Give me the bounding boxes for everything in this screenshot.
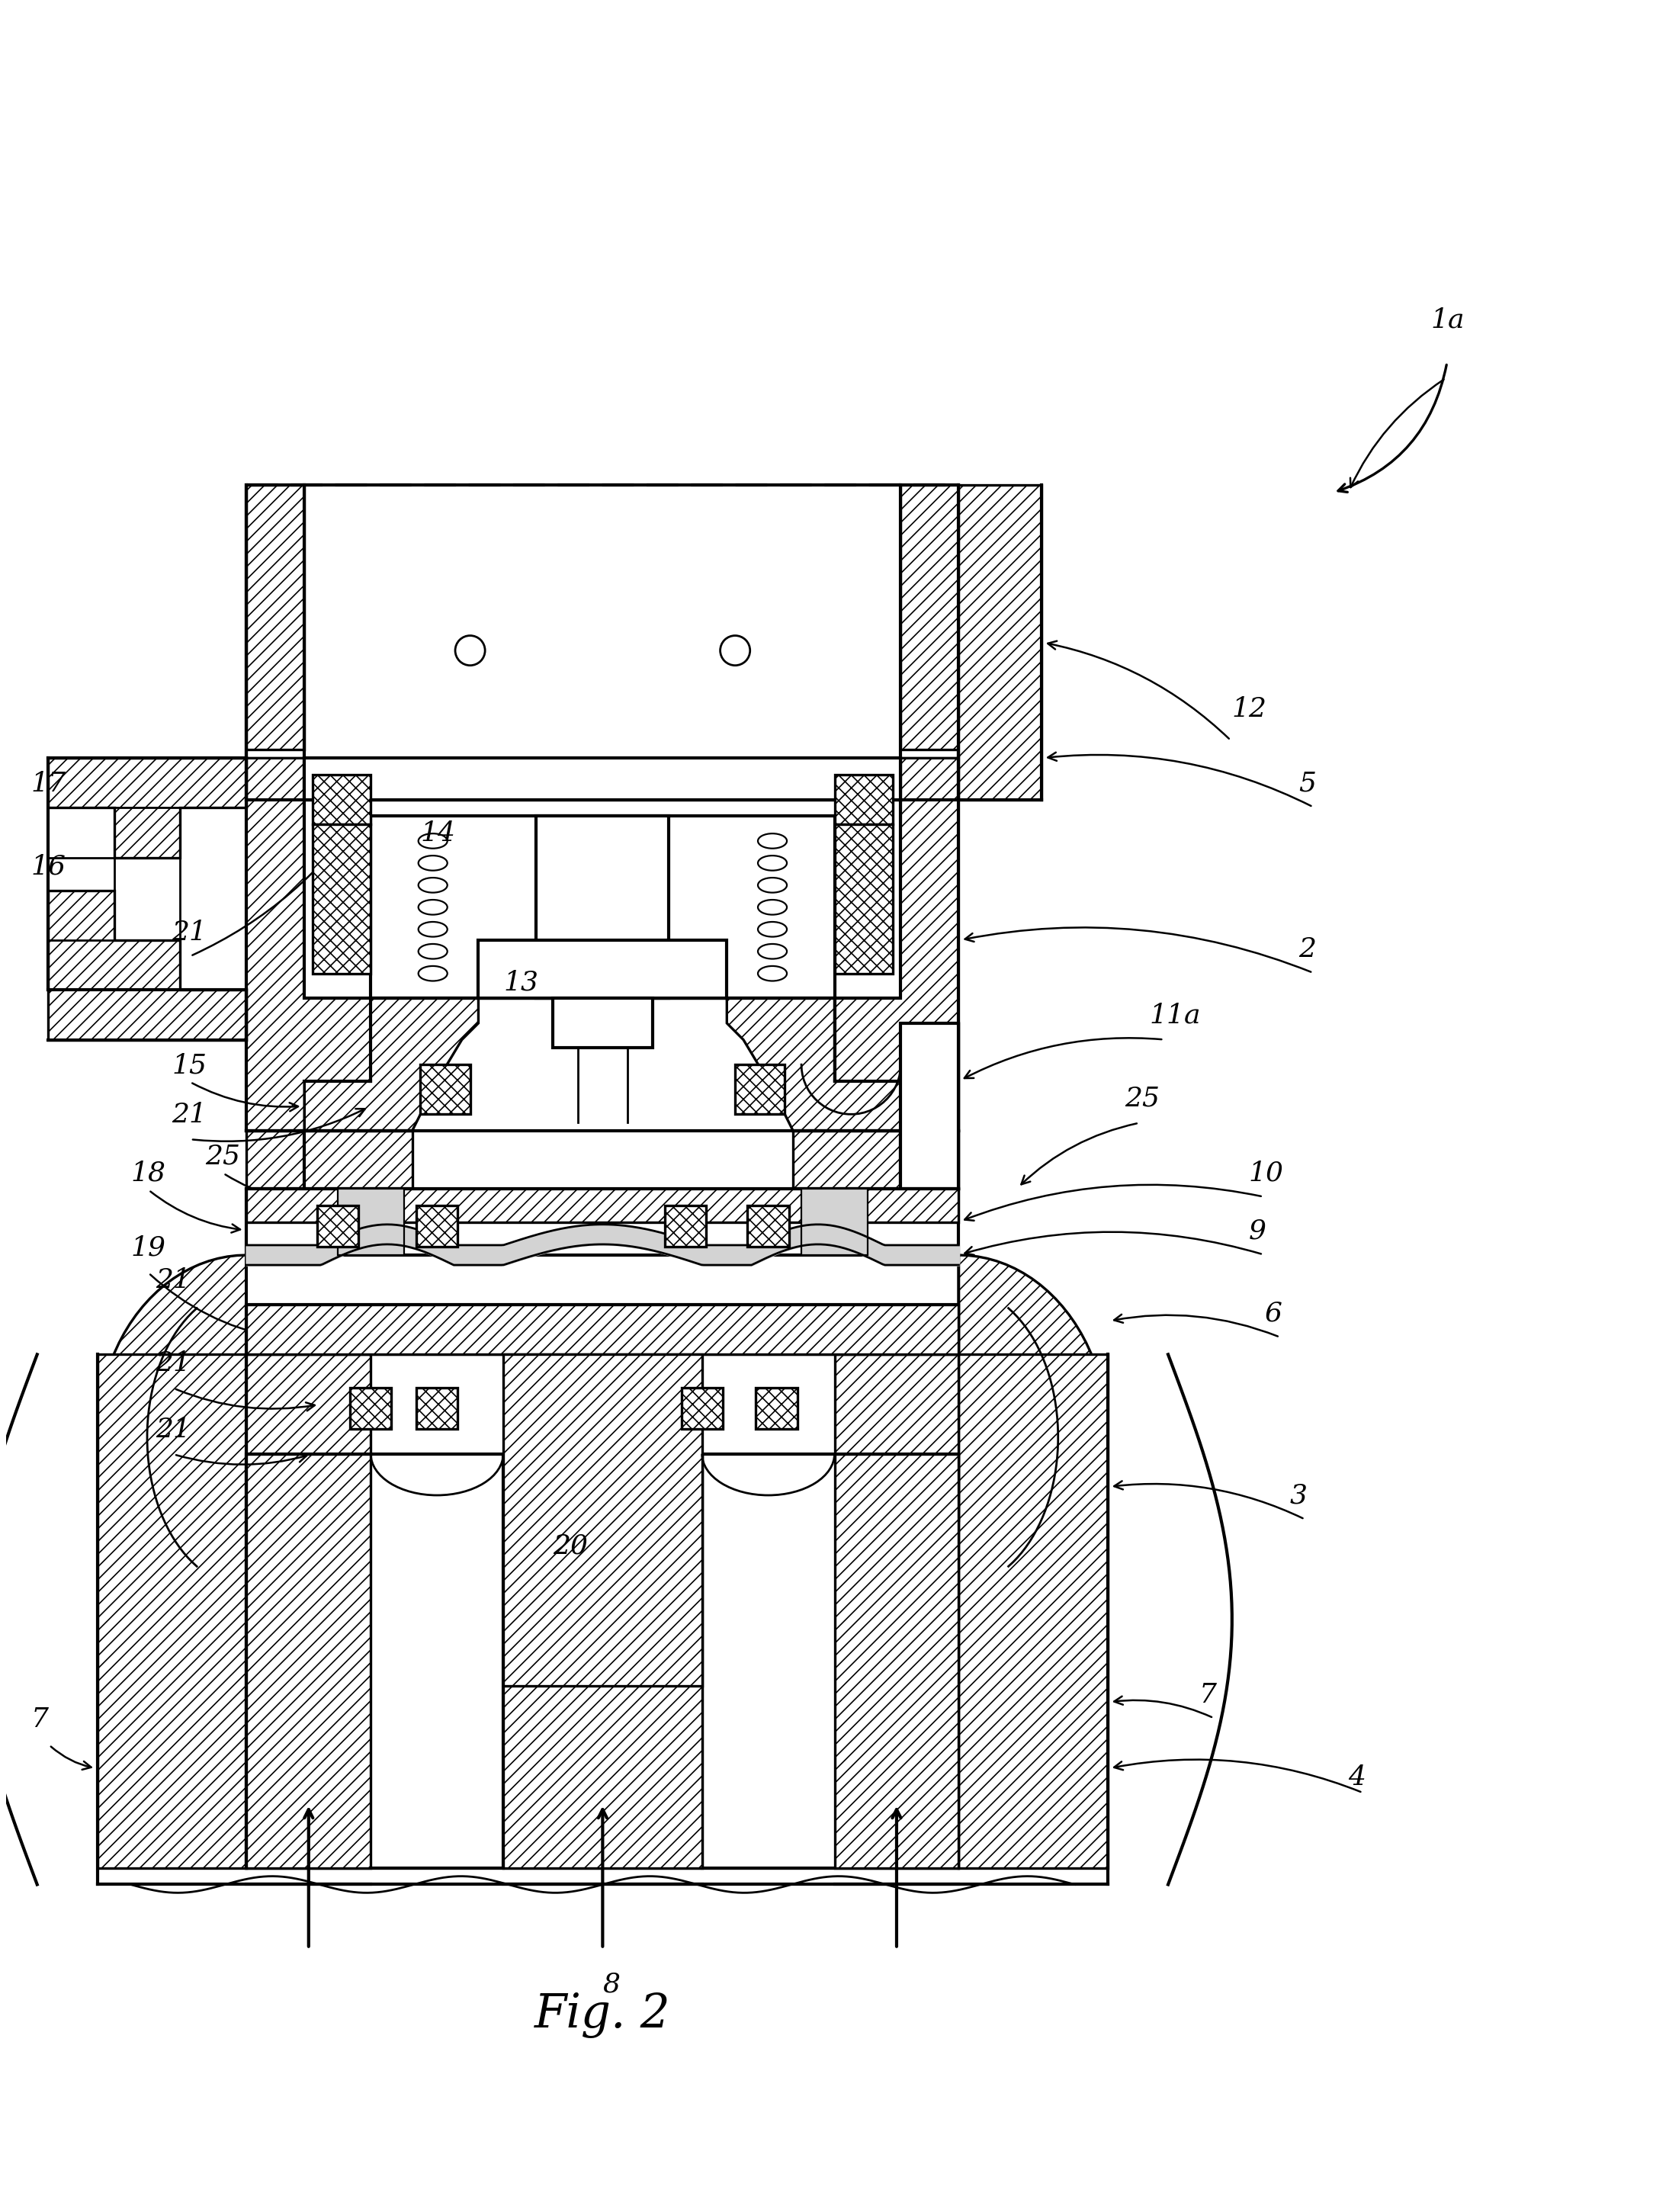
Ellipse shape [758, 922, 786, 936]
Text: 14: 14 [421, 821, 456, 847]
Bar [734, 1064, 784, 1115]
Text: 8: 8 [603, 1971, 621, 1997]
Ellipse shape [758, 900, 786, 916]
Text: 21: 21 [155, 1416, 190, 1442]
Ellipse shape [419, 856, 447, 872]
Text: 3: 3 [1290, 1482, 1307, 1509]
Bar [479, 940, 726, 998]
Circle shape [456, 635, 486, 666]
Text: 9: 9 [1248, 1219, 1267, 1243]
Polygon shape [793, 1130, 958, 1188]
Text: 25: 25 [205, 1144, 240, 1170]
Bar [536, 816, 669, 998]
Bar [703, 1453, 958, 1867]
Text: 2: 2 [1298, 936, 1315, 962]
Circle shape [721, 635, 749, 666]
Bar [664, 1206, 706, 1248]
Bar [337, 1188, 404, 1254]
Polygon shape [247, 759, 371, 1130]
Ellipse shape [419, 922, 447, 936]
Polygon shape [247, 1453, 371, 1867]
Bar [416, 1387, 457, 1429]
Ellipse shape [419, 900, 447, 916]
Bar [247, 484, 958, 799]
Bar [317, 1206, 359, 1248]
Ellipse shape [419, 834, 447, 849]
Bar [834, 825, 893, 973]
Polygon shape [834, 1453, 958, 1867]
Text: 7: 7 [32, 1708, 48, 1732]
Ellipse shape [419, 945, 447, 958]
Polygon shape [48, 759, 247, 858]
Polygon shape [97, 1254, 247, 1619]
Bar [552, 998, 653, 1048]
Ellipse shape [758, 834, 786, 849]
Text: 1a: 1a [1430, 307, 1465, 332]
Text: 16: 16 [32, 854, 67, 880]
Bar [756, 1387, 798, 1429]
Text: 6: 6 [1265, 1301, 1283, 1327]
Bar [350, 1387, 392, 1429]
Bar [304, 759, 901, 799]
Text: 21: 21 [172, 1102, 207, 1128]
Bar [304, 799, 901, 998]
Text: 7: 7 [1198, 1681, 1217, 1708]
Text: 17: 17 [32, 770, 67, 796]
Text: 21: 21 [172, 920, 207, 947]
Bar [247, 1188, 958, 1254]
Polygon shape [901, 1024, 958, 1188]
Text: 5: 5 [1298, 770, 1315, 796]
Text: 21: 21 [155, 1267, 190, 1294]
Ellipse shape [419, 967, 447, 980]
Bar [901, 1024, 958, 1188]
Ellipse shape [419, 878, 447, 894]
Text: 10: 10 [1248, 1159, 1283, 1186]
Text: 18: 18 [130, 1159, 165, 1186]
Ellipse shape [758, 967, 786, 980]
Ellipse shape [758, 945, 786, 958]
Text: 12: 12 [1232, 697, 1267, 721]
Polygon shape [247, 1305, 958, 1354]
Bar [504, 1354, 703, 1686]
Polygon shape [97, 1354, 247, 1867]
Bar [312, 825, 371, 973]
Bar [901, 484, 958, 750]
Bar [312, 774, 371, 825]
Bar [247, 1354, 958, 1867]
Polygon shape [247, 1188, 958, 1221]
Polygon shape [958, 1354, 1108, 1867]
Bar [748, 1206, 789, 1248]
Polygon shape [958, 1254, 1108, 1619]
Text: 15: 15 [172, 1053, 207, 1077]
Text: 21: 21 [155, 1352, 190, 1376]
Text: Fig. 2: Fig. 2 [534, 1993, 671, 2037]
Text: 19: 19 [130, 1234, 165, 1261]
Polygon shape [247, 1130, 412, 1188]
Polygon shape [834, 759, 958, 1130]
Polygon shape [247, 1354, 371, 1520]
Bar [247, 1305, 958, 1354]
Bar [834, 774, 893, 825]
Polygon shape [304, 998, 479, 1130]
Text: 4: 4 [1349, 1765, 1365, 1790]
Polygon shape [48, 891, 247, 1040]
Bar [958, 484, 1041, 799]
Text: 13: 13 [504, 969, 539, 995]
Polygon shape [504, 1453, 703, 1867]
Ellipse shape [758, 856, 786, 872]
Bar [416, 1206, 457, 1248]
Polygon shape [726, 998, 901, 1130]
Bar [681, 1387, 723, 1429]
Bar [421, 1064, 471, 1115]
Polygon shape [834, 1354, 958, 1520]
Ellipse shape [758, 878, 786, 894]
Text: 11a: 11a [1150, 1002, 1200, 1029]
Bar [371, 816, 834, 998]
Bar [801, 1188, 868, 1254]
Bar [247, 1453, 504, 1867]
Text: 25: 25 [1125, 1086, 1160, 1110]
Text: 20: 20 [552, 1533, 587, 1559]
Bar [247, 484, 304, 750]
